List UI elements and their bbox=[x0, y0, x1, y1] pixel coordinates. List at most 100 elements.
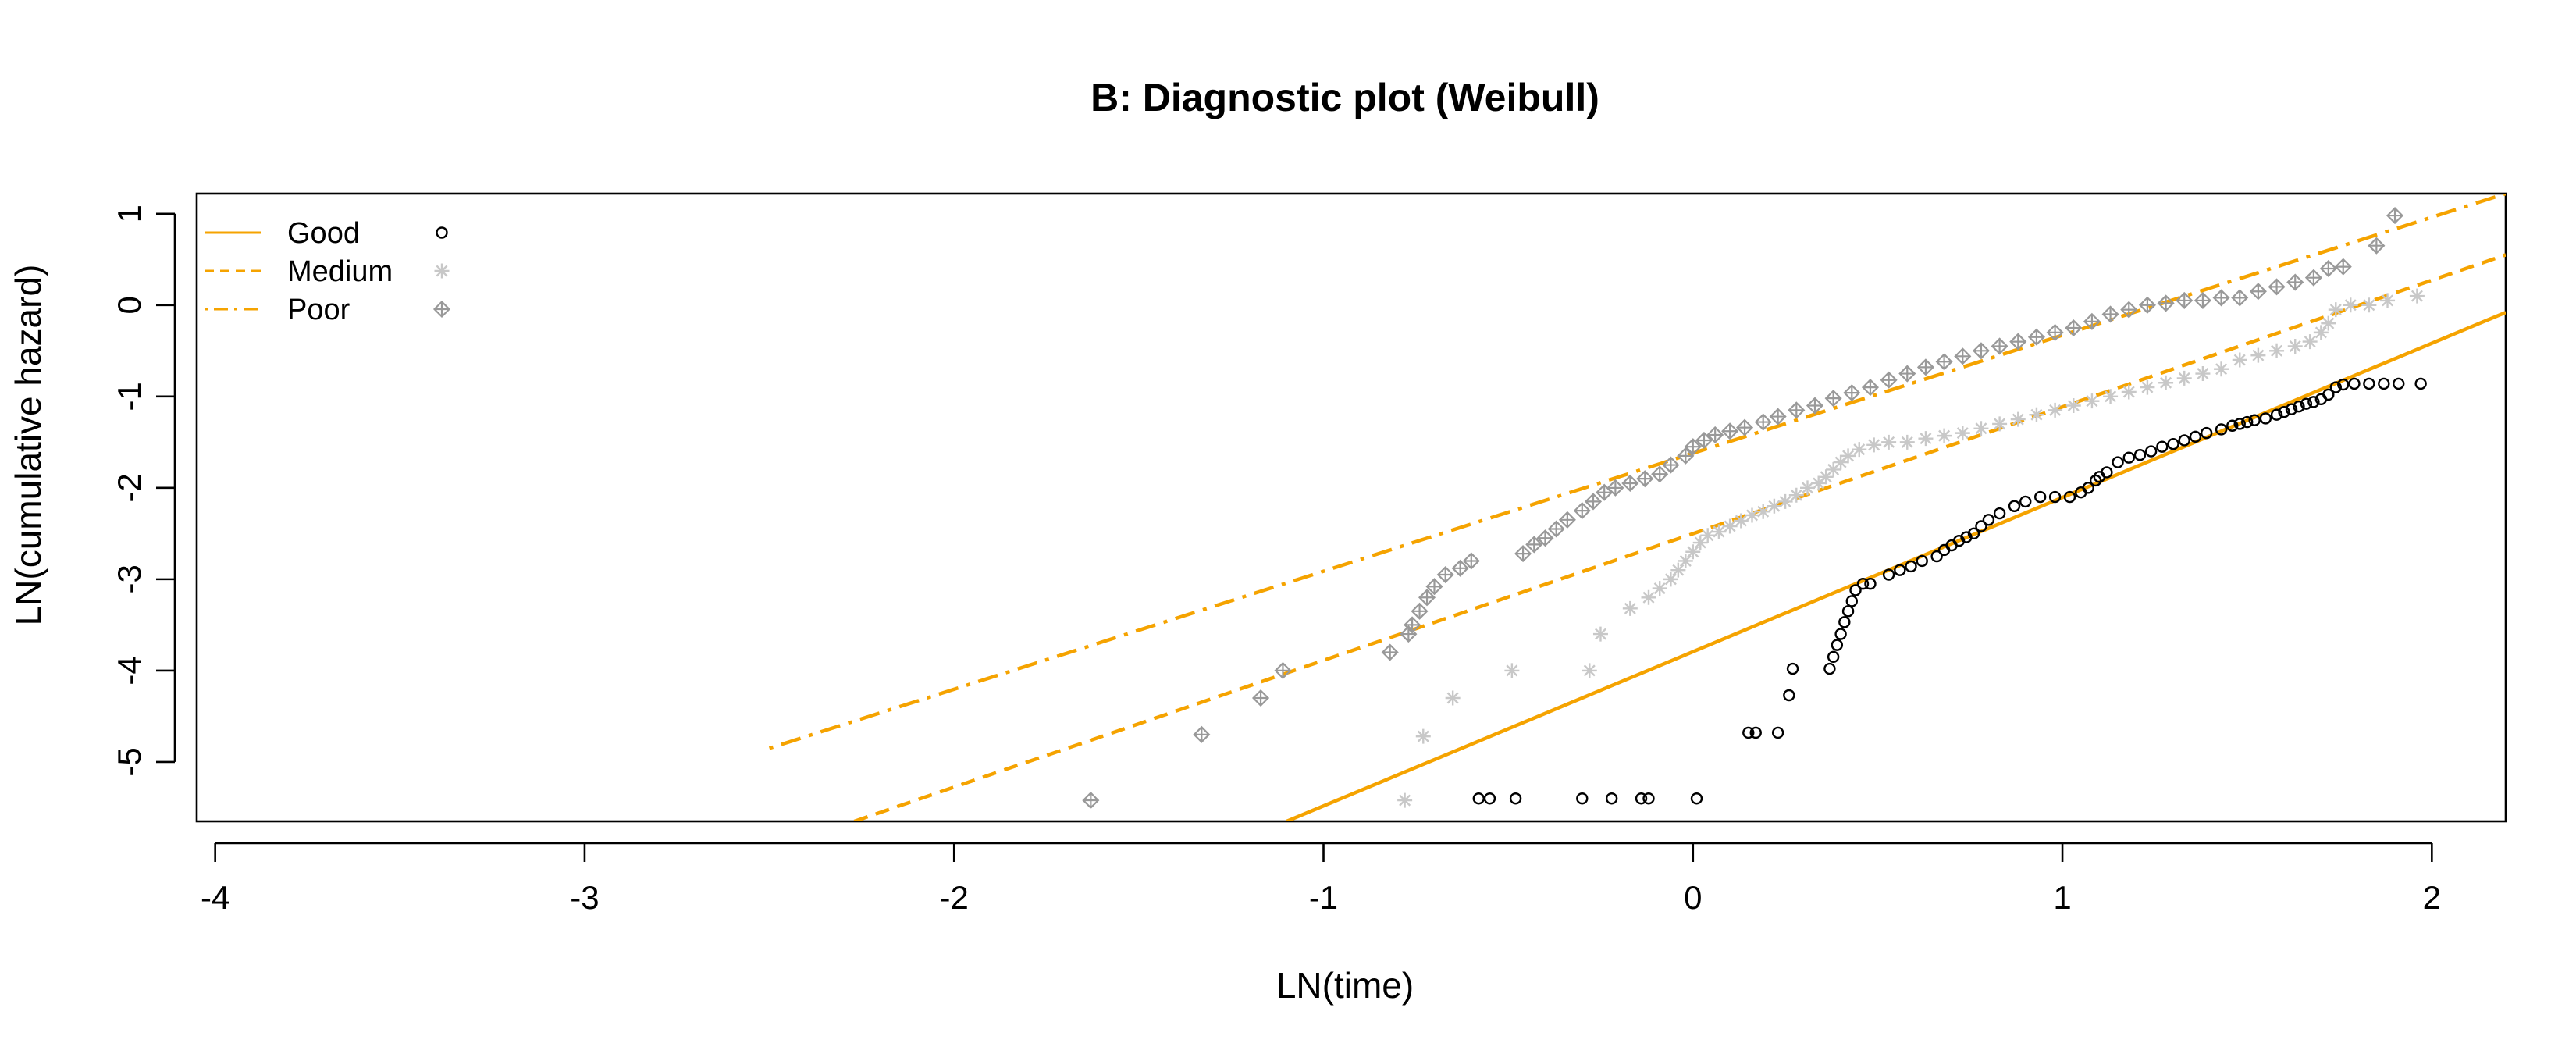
data-point-poor bbox=[2027, 328, 2045, 346]
data-point-medium-shape bbox=[2380, 293, 2396, 308]
data-point-good-shape bbox=[1841, 605, 1855, 618]
data-point-good-shape bbox=[2300, 397, 2313, 410]
data-point-poor bbox=[1462, 552, 1480, 570]
data-point-good bbox=[2082, 482, 2094, 494]
data-point-medium-shape bbox=[1504, 663, 1520, 678]
data-point-poor-shape bbox=[1411, 602, 1429, 620]
data-point-good-shape bbox=[1509, 792, 1522, 805]
data-point-poor bbox=[1721, 422, 1739, 440]
data-point-medium bbox=[1622, 600, 1638, 616]
chart-title: B: Diagnostic plot (Weibull) bbox=[1091, 76, 1599, 119]
data-point-good bbox=[1823, 662, 1836, 675]
data-point-medium bbox=[2121, 384, 2137, 400]
data-point-medium-shape bbox=[1800, 480, 1815, 496]
x-tick-label: 2 bbox=[2423, 879, 2441, 916]
legend-marker-good bbox=[436, 226, 448, 239]
legend: Good Medium Poor bbox=[205, 217, 451, 326]
data-point-good bbox=[1838, 616, 1851, 628]
data-point-poor-shape bbox=[1880, 371, 1898, 389]
data-point-good bbox=[1967, 527, 1980, 540]
data-point-poor bbox=[2120, 301, 2138, 319]
data-point-good-shape bbox=[1823, 662, 1836, 675]
data-point-poor bbox=[1684, 438, 1702, 456]
x-tick-label: -4 bbox=[201, 879, 229, 916]
data-point-medium bbox=[2361, 297, 2377, 313]
data-point-medium bbox=[1641, 589, 1656, 605]
data-point-good-shape bbox=[2178, 434, 2190, 447]
data-point-good-shape bbox=[1472, 792, 1485, 805]
data-point-medium bbox=[1678, 553, 1693, 568]
data-point-good-shape bbox=[1864, 578, 1877, 590]
data-point-poor-shape bbox=[1547, 520, 1565, 538]
data-point-good bbox=[2008, 500, 2021, 512]
data-point-good bbox=[1771, 726, 1784, 739]
y-axis-label: LN(cumulative hazard) bbox=[8, 265, 48, 626]
data-point-good bbox=[1483, 792, 1496, 805]
data-point-medium-shape bbox=[2103, 389, 2119, 404]
data-point-medium-shape bbox=[1811, 475, 1827, 491]
data-point-medium bbox=[2302, 334, 2318, 350]
data-point-poor-shape bbox=[1404, 616, 1421, 634]
data-point-medium-shape bbox=[2084, 393, 2100, 409]
data-point-good-shape bbox=[1831, 639, 1844, 651]
x-tick-label: -2 bbox=[940, 879, 969, 916]
data-point-good bbox=[2189, 430, 2202, 443]
data-point-good-shape bbox=[1982, 514, 1995, 526]
data-point-good-shape bbox=[1975, 520, 1987, 532]
data-point-medium bbox=[2328, 302, 2343, 318]
data-point-good-shape bbox=[2226, 419, 2239, 432]
data-point-poor bbox=[1861, 379, 1880, 397]
data-point-medium-shape bbox=[1685, 544, 1701, 560]
data-point-good bbox=[2300, 397, 2313, 410]
data-point-medium-shape bbox=[1826, 461, 1841, 477]
data-point-good bbox=[2278, 406, 2290, 418]
data-point-good-shape bbox=[1856, 578, 1870, 590]
data-point-poor-shape bbox=[1584, 493, 1603, 511]
data-point-poor bbox=[2101, 305, 2119, 323]
data-point-good-shape bbox=[1783, 689, 1795, 702]
data-point-poor bbox=[1972, 342, 1990, 360]
data-point-medium bbox=[2250, 347, 2266, 363]
data-point-poor bbox=[1788, 401, 1806, 419]
data-point-good bbox=[2348, 377, 2361, 390]
data-point-poor-shape bbox=[1662, 456, 1680, 474]
data-point-poor bbox=[1404, 616, 1421, 634]
data-point-poor-shape bbox=[1695, 431, 1713, 450]
data-point-medium-shape bbox=[1767, 498, 1782, 514]
data-point-good-shape bbox=[1749, 726, 1762, 739]
data-point-medium bbox=[1397, 792, 1413, 808]
data-point-medium bbox=[2103, 389, 2119, 404]
data-point-good bbox=[2270, 408, 2283, 421]
data-point-poor bbox=[1843, 384, 1861, 402]
data-point-good-shape bbox=[1967, 527, 1980, 540]
data-point-medium bbox=[1800, 480, 1815, 496]
data-point-poor-shape bbox=[2046, 323, 2064, 341]
data-point-poor-shape bbox=[1462, 552, 1480, 570]
data-point-poor bbox=[2368, 237, 2386, 255]
data-point-medium bbox=[1973, 421, 1989, 436]
data-point-good bbox=[2167, 437, 2179, 450]
data-point-medium bbox=[1841, 448, 1856, 464]
data-point-poor-shape bbox=[1769, 408, 1787, 426]
data-point-good bbox=[2215, 423, 2228, 436]
data-point-medium-shape bbox=[1663, 572, 1678, 587]
data-point-poor bbox=[2386, 207, 2404, 225]
data-point-poor bbox=[1621, 474, 1639, 493]
data-point-poor-shape bbox=[1935, 353, 1953, 371]
data-point-good bbox=[2248, 414, 2261, 426]
data-point-poor bbox=[1274, 661, 1292, 679]
data-point-good bbox=[2329, 381, 2342, 393]
data-point-medium-shape bbox=[2195, 366, 2211, 382]
data-point-poor bbox=[1381, 643, 1399, 661]
data-point-good bbox=[2019, 495, 2032, 508]
data-point-medium-shape bbox=[2250, 347, 2266, 363]
data-point-good bbox=[2337, 378, 2350, 391]
data-point-poor bbox=[2231, 289, 2249, 307]
data-point-medium-shape bbox=[2140, 379, 2155, 395]
data-point-good-shape bbox=[2270, 408, 2283, 421]
data-point-medium-shape bbox=[2176, 370, 2192, 386]
data-point-good bbox=[2063, 490, 2076, 504]
legend-marker-medium bbox=[434, 263, 450, 279]
data-point-poor bbox=[2065, 319, 2083, 337]
data-point-poor-shape bbox=[2176, 291, 2194, 309]
